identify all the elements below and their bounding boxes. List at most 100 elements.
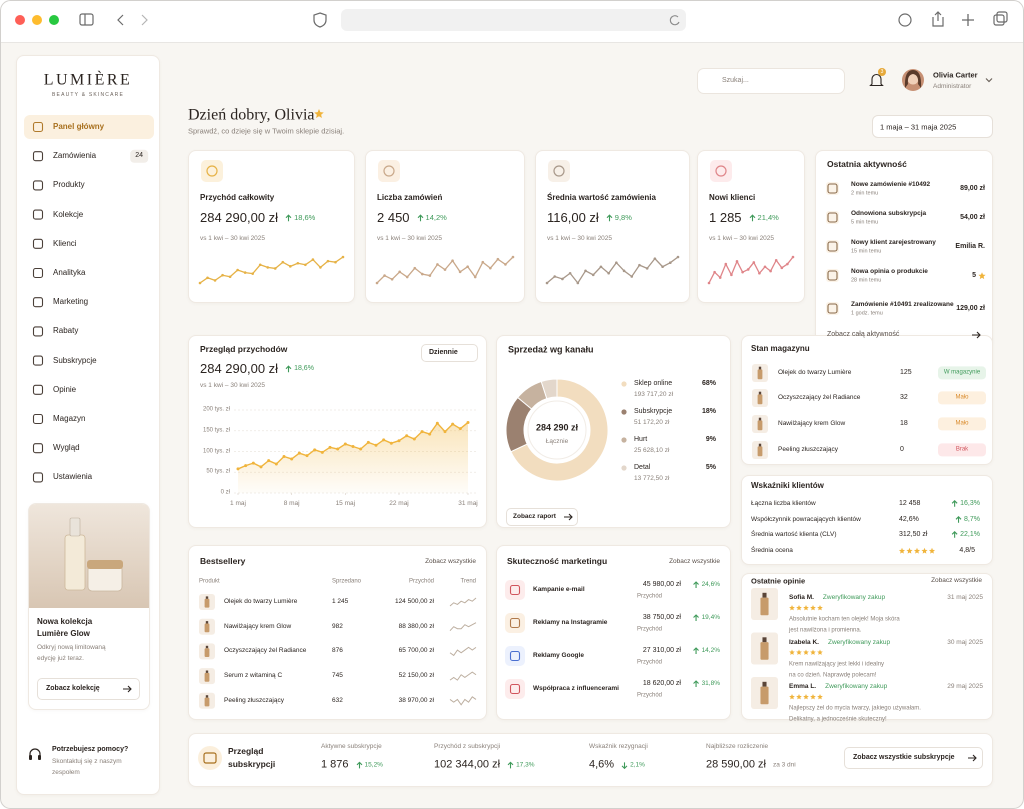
arrow-up-icon (951, 531, 958, 538)
sparkline-point (791, 255, 795, 259)
line-point (366, 440, 370, 444)
kpi-comparison: vs 1 kwi – 30 kwi 2025 (709, 235, 775, 243)
star-icon (796, 694, 802, 700)
review-date: 30 maj 2025 (947, 638, 983, 646)
star-icon (796, 649, 802, 655)
y-tick-label: 50 tys. zł (206, 468, 230, 475)
change: 31,8% (693, 680, 720, 688)
sparkline-point (718, 276, 722, 279)
change-value: 14,2% (701, 647, 720, 655)
channel-icon-bg (505, 679, 525, 699)
subscriptions-button[interactable]: Zobacz wszystkie subskrypcje (844, 747, 983, 769)
subscription-value: 1 876 (321, 758, 349, 771)
nav-item[interactable]: Klienci (53, 239, 77, 248)
row: 19,4% (693, 614, 720, 622)
card-link[interactable]: Zobacz wszystkie (669, 558, 720, 566)
card-title: Ostatnie opinie (751, 576, 806, 586)
line-point (458, 427, 462, 431)
activity-value: 89,00 zł (960, 184, 985, 192)
bottle (204, 598, 210, 608)
donut-total-label: Łącznie (545, 438, 569, 446)
promo-button[interactable]: Zobacz kolekcję (37, 678, 140, 700)
avatar-hair (904, 70, 922, 88)
channel-icon-bg (505, 580, 525, 600)
help-icon (29, 748, 41, 757)
donut-total: 284 290 zł (535, 422, 579, 433)
line-point (435, 421, 439, 425)
nav-item[interactable]: Subskrypcje (53, 355, 97, 365)
sparkline-point (251, 272, 254, 275)
nav-item[interactable]: Magazyn (53, 414, 86, 424)
promo-bottle (64, 534, 86, 591)
review-verified: Zweryfikowany zakup (825, 683, 888, 691)
card-link[interactable]: Zobacz wszystkie (931, 577, 982, 585)
x-tick-label: 15 maj (335, 500, 356, 508)
nav-item[interactable]: Produkty (53, 180, 85, 190)
arrow-path (693, 680, 699, 687)
card-link[interactable]: Zobacz wszystkie (425, 558, 476, 566)
kpi-icon (206, 165, 218, 177)
donut-segment (540, 378, 558, 400)
chevron-icon (141, 14, 148, 26)
change: 19,4% (693, 614, 720, 622)
nav-item[interactable]: Marketing (53, 297, 89, 307)
arrow-path (693, 647, 699, 654)
bottle-cap (762, 637, 767, 643)
icon (32, 121, 44, 133)
nav-item[interactable]: Opinie (53, 385, 77, 394)
subscription-value: 102 344,00 zł (434, 758, 501, 771)
nav-item[interactable]: Zamówienia (53, 151, 97, 161)
sparkline-point (645, 267, 649, 270)
period-dropdown[interactable] (421, 344, 478, 362)
icon (509, 650, 521, 662)
sparkline-point (243, 271, 247, 274)
nav-item[interactable]: Analityka (53, 268, 86, 278)
icon (32, 151, 44, 162)
user-name: Olivia Carter (933, 70, 978, 80)
card-title: Wskaźniki klientów (751, 481, 824, 491)
sparkline-point (615, 261, 618, 264)
activity-value: 129,00 zł (956, 304, 985, 312)
subscription-note: za 3 dni (772, 761, 796, 769)
sparkline-point (707, 281, 711, 285)
nav-item[interactable]: Wygląd (53, 443, 80, 453)
report-button[interactable]: Zobacz raport (506, 508, 578, 526)
reload-icon (669, 15, 680, 26)
arrow-up-icon (285, 214, 292, 221)
icon (509, 584, 521, 596)
row: Izabela K. Zweryfikowany zakup (789, 639, 890, 647)
star-icon (789, 605, 795, 611)
line-point (405, 434, 409, 438)
promo-title: Lumière Glow (37, 629, 90, 639)
sparkline-point (375, 281, 379, 285)
metric-label: Średnia ocena (751, 547, 793, 555)
change-value: 18,6% (294, 213, 316, 223)
channel-name: Reklamy Google (533, 652, 584, 660)
sparkline-point (383, 274, 386, 277)
bottle (760, 597, 769, 616)
subscription-label: Aktywne subskrypcje (321, 743, 382, 751)
nav-item[interactable]: Panel główny (53, 122, 105, 132)
activity-link[interactable]: Zobacz całą aktywność (827, 330, 900, 338)
help-title: Potrzebujesz pomocy? (52, 745, 129, 753)
row: 284 290,00 zł 18,6% (200, 210, 315, 226)
sparkline-point (296, 261, 300, 265)
review-verified: Zweryfikowany zakup (822, 594, 886, 602)
revenue-value: 284 290,00 zł (200, 361, 279, 377)
line-point (412, 437, 416, 441)
arrow-down-icon (621, 762, 628, 769)
period-value: Dziennie (429, 348, 458, 356)
share-icon (932, 11, 944, 27)
search-box[interactable] (697, 68, 845, 94)
sparkline-point (466, 265, 469, 268)
change: 16,3% (951, 500, 980, 508)
legend-label: Detal (634, 463, 651, 471)
date-button[interactable] (872, 115, 993, 138)
change: 14,2% (417, 214, 447, 223)
change: 2,1% (621, 761, 645, 769)
download-icon (898, 13, 912, 27)
column-header: Sprzedano (332, 578, 362, 585)
nav-item[interactable]: Kolekcje (53, 209, 84, 219)
nav-item[interactable]: Rabaty (53, 326, 79, 336)
nav-item[interactable]: Ustawienia (53, 472, 93, 482)
